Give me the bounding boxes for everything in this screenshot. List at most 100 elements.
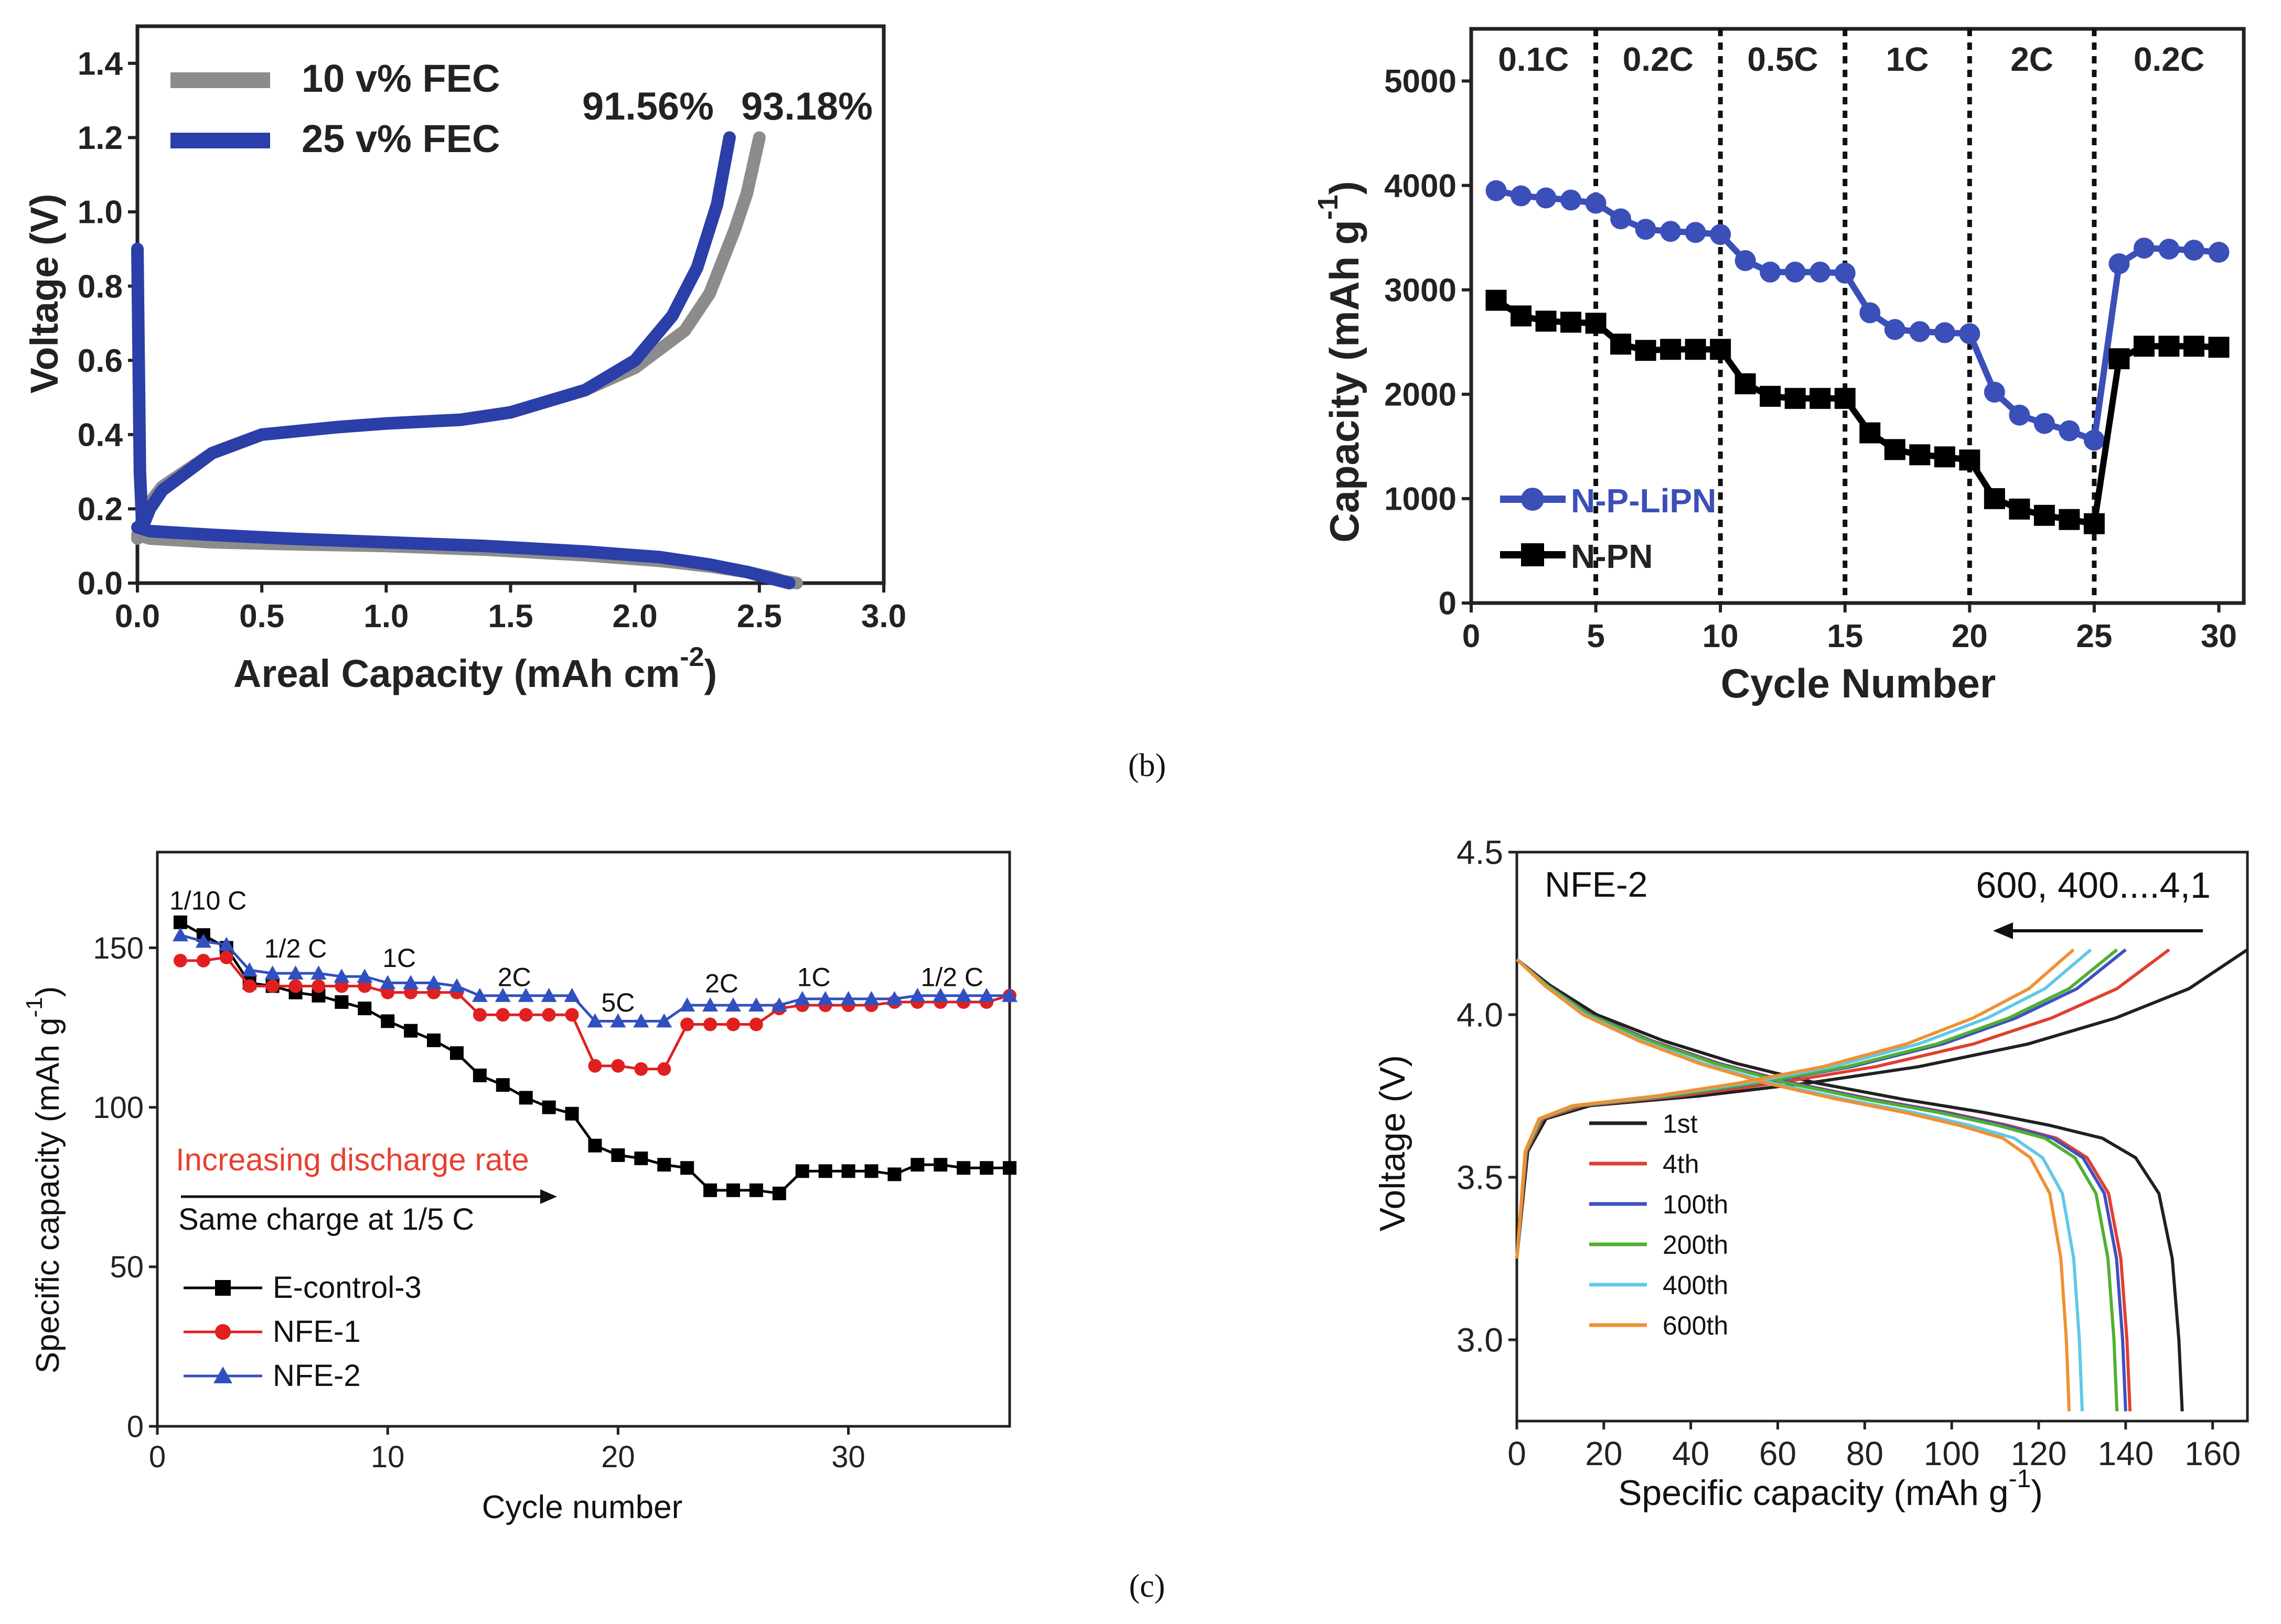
chart-a-legend: 10 v% FEC 25 v% FEC [170,57,500,160]
data-point [611,1059,625,1073]
data-point [473,1008,487,1022]
data-point [726,1017,740,1031]
data-point [633,1013,649,1028]
legend-label-nplipn: N-P-LiPN [1571,482,1716,520]
rate-label: 0.2C [1623,40,1694,78]
data-point [1859,302,1881,324]
data-point [1710,339,1731,360]
x-tick-label: 10 [1702,618,1739,654]
data-point [1535,310,1557,332]
x-tick-label: 1.5 [488,598,533,634]
data-point [2033,413,2055,434]
data-point [749,1183,763,1197]
rate-label: 1/2 C [920,963,983,992]
data-point [749,1017,763,1031]
chart-d-ticks: 0 20 40 60 80 100 120 140 160 3.0 3.5 4.0 4.5 [1457,833,2241,1472]
data-point [264,965,281,980]
data-point [772,1186,786,1200]
data-point [818,1164,832,1178]
chart-b-frame [1469,27,2246,605]
data-point [1834,262,1856,284]
y-tick-label: 50 [110,1250,144,1284]
data-point [565,1008,579,1022]
x-tick-label: 100 [1924,1435,1980,1472]
x-tick-label: 0 [1462,618,1480,654]
data-point [1859,422,1881,444]
caption-b: (b) [1128,748,1166,783]
data-point [265,979,280,993]
data-point [2083,513,2105,534]
y-tick-label: 1.2 [78,120,123,156]
data-point [312,979,326,993]
legend-label-nfe2: NFE-2 [273,1359,361,1393]
data-point [1610,334,1632,355]
data-point [1984,381,2005,403]
annotation-cycle-order: 600, 400....4,1 [1976,865,2211,906]
data-point [726,1183,740,1197]
legend-label-25fec: 25 v% FEC [302,117,500,160]
data-point [196,953,210,967]
data-point [909,987,926,1002]
data-point [357,969,373,983]
data-point [679,997,695,1012]
x-tick-label: 3.0 [861,598,906,634]
data-point [519,1008,533,1022]
data-point [1734,250,1756,271]
caption-c: (c) [1129,1568,1165,1604]
rate-label: 1C [1886,40,1929,78]
data-point [1909,321,1931,342]
y-tick-label: 150 [93,931,144,965]
data-point [1660,221,1682,242]
data-point [2208,337,2230,358]
legend-marker-nfe2 [213,1367,232,1383]
data-point [657,1062,671,1076]
data-point [427,1033,441,1047]
data-point [794,991,810,1005]
discharge-curve [1515,958,2084,1412]
data-point [380,975,396,990]
x-tick-label: 60 [1759,1435,1796,1472]
chart-b-legend: N-P-LiPN N-PN [1500,482,1716,575]
annotation-91-56: 91.56% [582,84,714,128]
rate-label: 2C [705,969,738,998]
x-tick-label: 5 [1587,618,1604,654]
chart-a-ylabel: Voltage (V) [23,194,66,394]
chart-b-ylabel: Capacity (mAh g-1) [1312,181,1367,542]
x-tick-label: 140 [2097,1435,2154,1472]
annotation-same-charge: Same charge at 1/5 C [178,1202,474,1236]
data-point [358,1002,372,1016]
x-tick-label: 1.0 [363,598,409,634]
legend-label: 100th [1663,1190,1728,1219]
data-point [2158,336,2180,357]
data-point [2083,429,2105,451]
chart-a-ticks: 0.0 0.5 1.0 1.5 2.0 2.5 3.0 0.0 0.2 0.4 0.6 0.8 1.0 1… [78,46,906,635]
data-point [172,927,188,942]
data-point [863,991,880,1005]
chart-c-frame [156,851,1011,1428]
data-point [634,1152,648,1165]
x-tick-label: 80 [1846,1435,1883,1472]
rate-label: 5C [601,988,635,1017]
data-point [2133,238,2155,259]
y-tick-label: 1000 [1384,481,1457,518]
data-point [1934,446,1955,468]
data-point [1784,388,1806,409]
rate-label: 1/10 C [169,886,247,916]
data-point [473,1068,487,1082]
chart-b-series [1485,180,2230,534]
legend-label: 1st [1663,1109,1698,1138]
data-point [1002,987,1018,1002]
legend-label-10fec: 10 v% FEC [302,57,500,100]
rate-label: 1/2 C [264,934,327,963]
data-point [2009,404,2030,426]
legend-label: 600th [1663,1311,1728,1340]
data-point [2183,240,2204,261]
data-point [542,1008,556,1022]
data-point [1959,323,1980,345]
chart-b-ticks: 0 5 10 15 20 25 30 0 1000 2000 3000 4000 5000 [1384,63,2237,654]
rate-label: 0.1C [1498,40,1569,78]
annotation-93-18: 93.18% [741,84,873,128]
x-tick-label: 0 [149,1440,166,1474]
charge-curve [1515,948,2248,1259]
